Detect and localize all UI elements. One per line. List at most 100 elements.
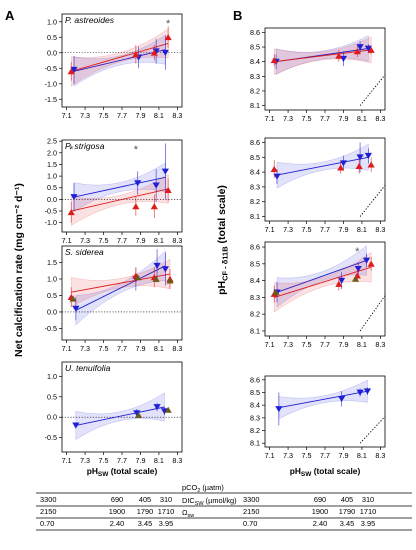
y-tick-label: 8.6 [250,28,260,37]
table-cell-right: 0.70 [243,519,257,528]
x-tick-label: 7.7 [117,344,127,353]
marker-triangle-up [150,203,158,210]
left-panel-2: 2.5 2.0 1.5 1.0 0.5 0.0 -0.5 -1.0 7.1 7.3 7.5 7.7 7.… [45,137,183,245]
x-tick-label: 7.9 [338,340,348,349]
x-tick-label: 7.3 [283,340,293,349]
x-tick-label: 7.7 [117,236,127,245]
y-tick-label: 0.5 [47,392,57,401]
row-label-dic-unit: (µmol/kg) [204,496,237,505]
table-cell-right: 2.40 [313,519,327,528]
marker-triangle-down [153,404,161,411]
reference-dotted-line [359,74,386,106]
x-tick-label: 8.1 [357,340,367,349]
marker-triangle-up [337,164,345,171]
table-cell-left: 1790 [137,507,153,516]
x-tick-label: 8.3 [172,344,182,353]
marker-triangle-up [166,277,174,284]
marker-triangle-down [364,152,372,160]
marker-triangle-up [69,295,77,302]
x-tick-label: 7.5 [99,344,109,353]
y-tick-label: 0.5 [47,183,57,192]
row-label-pco2-unit: (µatm) [200,483,224,492]
table-cell-right: 3300 [243,495,259,504]
x-tick-label: 7.3 [283,225,293,234]
y-tick-label: 2.5 [47,137,57,146]
left-x-axis-title: pHSW (total scale) [87,466,158,478]
y-tick-label: 1.0 [47,372,57,381]
x-tick-label: 7.7 [117,456,127,465]
significance-asterisk: * [166,18,171,30]
marker-triangle-up [152,275,160,282]
marker-triangle-down [72,305,80,312]
marker-triangle-down [356,389,364,396]
row-label-pco2: pCO2 (µatm) [182,483,224,494]
table-cell-left: 2150 [40,507,56,516]
y-tick-label: 8.5 [250,153,260,162]
trend-line [73,176,166,198]
trend-line [274,49,372,63]
species-label: P. astreoides [65,15,115,25]
marker-triangle-up [351,275,360,282]
y-tick-label: -0.5 [45,64,57,73]
marker-triangle-up [67,208,75,216]
x-tick-label: 8.3 [375,451,385,460]
marker-triangle-up [355,162,363,170]
x-tick-label: 7.9 [135,456,145,465]
left-y-axis-title: Net calcification rate (mg cm⁻² d⁻¹) [13,183,25,357]
marker-triangle-up [367,46,375,53]
marker-triangle-down [161,266,169,273]
x-tick-label: 7.1 [265,451,275,460]
marker-triangle-up [353,48,361,55]
marker-triangle-up [164,34,172,41]
marker-triangle-down [72,422,80,429]
marker-triangle-down [339,160,348,167]
table-cell-left: 3300 [40,495,56,504]
x-tick-label: 7.9 [135,236,145,245]
y-tick-label: 8.4 [250,57,260,66]
marker-triangle-down [275,406,283,413]
significance-asterisk: * [355,246,360,258]
y-tick-label: 1.0 [47,274,57,283]
trend-line [276,260,367,293]
marker-triangle-up [270,165,278,173]
x-tick-label: 7.7 [320,114,330,123]
x-tick-label: 7.7 [320,340,330,349]
trend-line [274,266,372,298]
x-tick-label: 7.9 [135,344,145,353]
x-tick-label: 8.3 [375,225,385,234]
x-tick-label: 7.9 [338,225,348,234]
marker-triangle-up [335,280,343,287]
y-tick-label: 1.0 [47,17,57,26]
x-tick-label: 7.1 [265,340,275,349]
marker-triangle-down [362,257,371,264]
y-tick-label: 8.6 [250,138,260,147]
marker-triangle-down [363,388,372,395]
row-label-dic-sub: SW [195,501,205,507]
y-tick-label: 8.5 [250,259,260,268]
table-cell-left: 2.40 [110,519,124,528]
marker-triangle-down [161,49,169,56]
marker-triangle-up [164,186,172,193]
reference-dotted-line [359,295,386,332]
right-panel-1: 8.6 8.5 8.4 8.3 8.2 8.1 7.1 7.3 7.5 7.7 7.9 8.1 8.3 [250,27,386,123]
x-tick-label: 7.5 [302,114,312,123]
marker-triangle-down [273,173,281,180]
y-tick-label: 0.0 [47,307,57,316]
species-label: S. siderea [65,247,104,257]
marker-triangle-up [272,289,280,296]
y-tick-label: 0.0 [47,195,57,204]
panel-letter-a: A [5,8,15,23]
y-tick-label: 8.1 [250,326,260,335]
marker-triangle-down [356,154,364,161]
x-tick-label: 8.1 [154,111,164,120]
y-tick-label: -1.5 [45,95,57,104]
y-tick-label: -0.5 [45,324,57,333]
marker-triangle-up [367,161,375,168]
x-tick-label: 7.5 [99,236,109,245]
x-tick-label: 7.9 [135,111,145,120]
right-panel-4: 8.6 8.5 8.4 8.3 8.2 8.1 7.1 7.3 7.5 7.7 7.9 8.1 8.3 [250,375,386,460]
table-cell-right: 690 [314,495,326,504]
right-y-axis-title: pHCF - δ11B (total scale) [216,185,230,295]
marker-triangle-up [270,56,278,64]
